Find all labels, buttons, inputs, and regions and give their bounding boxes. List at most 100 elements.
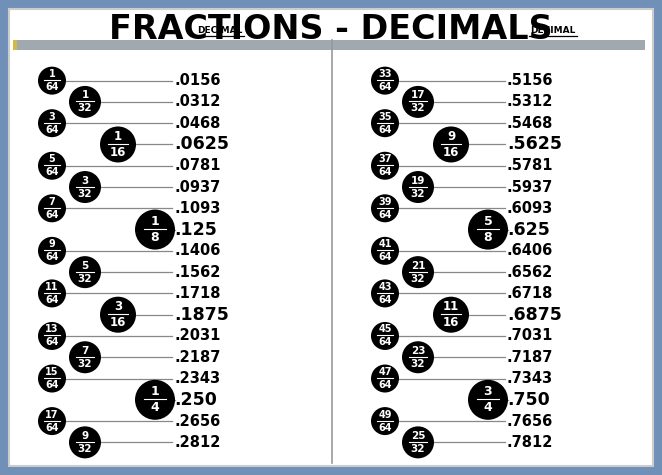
Text: 64: 64	[378, 252, 392, 262]
Text: .6718: .6718	[507, 286, 553, 301]
Circle shape	[371, 66, 399, 95]
Circle shape	[468, 380, 508, 420]
Circle shape	[402, 256, 434, 288]
Circle shape	[402, 86, 434, 118]
Text: .5468: .5468	[507, 116, 553, 131]
Text: 3: 3	[48, 112, 56, 122]
Circle shape	[38, 109, 66, 137]
Text: 8: 8	[151, 231, 160, 244]
Text: .5937: .5937	[507, 180, 553, 195]
Text: .0156: .0156	[174, 73, 220, 88]
Circle shape	[100, 126, 136, 162]
Text: 32: 32	[410, 359, 425, 369]
Text: .7812: .7812	[507, 435, 553, 450]
Text: 64: 64	[378, 82, 392, 92]
Text: 64: 64	[378, 125, 392, 135]
Circle shape	[38, 322, 66, 350]
FancyBboxPatch shape	[17, 40, 645, 50]
Circle shape	[433, 297, 469, 332]
Circle shape	[38, 237, 66, 265]
Text: 32: 32	[410, 444, 425, 454]
Circle shape	[69, 341, 101, 373]
Text: 1: 1	[48, 69, 56, 79]
Text: FRACTIONS - DECIMALS: FRACTIONS - DECIMALS	[109, 13, 553, 46]
Text: .5312: .5312	[507, 95, 553, 109]
Text: 11: 11	[443, 300, 459, 313]
FancyBboxPatch shape	[13, 40, 17, 50]
Text: 32: 32	[77, 189, 92, 199]
Text: 64: 64	[45, 380, 59, 390]
Text: 64: 64	[45, 167, 59, 177]
Circle shape	[371, 109, 399, 137]
Circle shape	[371, 152, 399, 180]
Text: .5156: .5156	[507, 73, 553, 88]
Text: .1406: .1406	[174, 243, 220, 258]
Text: 21: 21	[410, 261, 425, 271]
Text: 39: 39	[378, 197, 392, 207]
Text: 3: 3	[114, 300, 122, 313]
Text: 16: 16	[443, 146, 459, 159]
Text: 15: 15	[45, 367, 59, 377]
Circle shape	[468, 209, 508, 249]
Text: 64: 64	[378, 423, 392, 433]
Text: .1718: .1718	[174, 286, 220, 301]
Text: .7031: .7031	[507, 329, 553, 343]
Circle shape	[371, 322, 399, 350]
Circle shape	[38, 194, 66, 222]
Text: 7: 7	[48, 197, 56, 207]
Text: 64: 64	[378, 295, 392, 305]
Circle shape	[38, 152, 66, 180]
Text: .0312: .0312	[174, 95, 220, 109]
Text: 1: 1	[81, 90, 89, 100]
Circle shape	[69, 427, 101, 458]
Circle shape	[135, 209, 175, 249]
Circle shape	[38, 364, 66, 392]
Circle shape	[38, 66, 66, 95]
Text: .2031: .2031	[174, 329, 220, 343]
Text: 32: 32	[77, 274, 92, 284]
Text: .2187: .2187	[174, 350, 220, 365]
Circle shape	[69, 171, 101, 203]
Circle shape	[69, 256, 101, 288]
Text: 16: 16	[443, 316, 459, 329]
Circle shape	[433, 126, 469, 162]
Text: 64: 64	[378, 380, 392, 390]
Text: .0468: .0468	[174, 116, 220, 131]
Circle shape	[100, 297, 136, 332]
Text: .1875: .1875	[174, 306, 229, 323]
Circle shape	[402, 171, 434, 203]
Text: 23: 23	[410, 346, 425, 356]
Text: 11: 11	[45, 282, 59, 292]
Circle shape	[371, 194, 399, 222]
Text: 16: 16	[110, 316, 126, 329]
Text: 9: 9	[48, 239, 56, 249]
Circle shape	[371, 237, 399, 265]
Text: 25: 25	[410, 431, 425, 441]
Text: .2812: .2812	[174, 435, 220, 450]
Text: 3: 3	[484, 385, 493, 399]
Text: .2656: .2656	[174, 414, 220, 428]
Text: 13: 13	[45, 324, 59, 334]
Text: 4: 4	[151, 401, 160, 414]
Text: .0937: .0937	[174, 180, 220, 195]
Circle shape	[402, 427, 434, 458]
Text: 64: 64	[45, 210, 59, 220]
Text: .7656: .7656	[507, 414, 553, 428]
Text: 32: 32	[77, 444, 92, 454]
Text: 37: 37	[378, 154, 392, 164]
Text: 64: 64	[378, 337, 392, 348]
Text: 1: 1	[151, 385, 160, 399]
Text: 5: 5	[484, 215, 493, 228]
Text: 1: 1	[114, 130, 122, 143]
Text: .7187: .7187	[507, 350, 553, 365]
Text: 1: 1	[151, 215, 160, 228]
Text: 49: 49	[378, 409, 392, 419]
Text: 16: 16	[110, 146, 126, 159]
Text: 64: 64	[378, 210, 392, 220]
Circle shape	[402, 341, 434, 373]
Text: 64: 64	[45, 423, 59, 433]
Text: 32: 32	[77, 104, 92, 114]
Text: .6875: .6875	[507, 306, 562, 323]
Circle shape	[371, 279, 399, 307]
Text: .0781: .0781	[174, 158, 220, 173]
